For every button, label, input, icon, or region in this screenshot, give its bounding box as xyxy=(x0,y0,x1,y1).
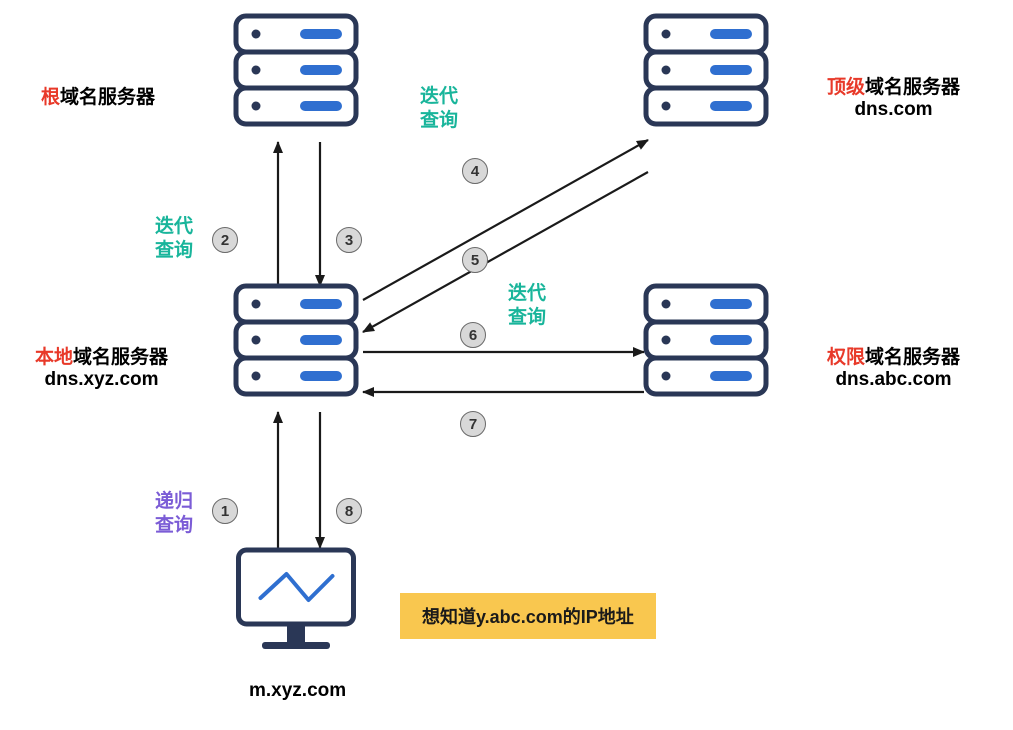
query-label-iter2: 迭代查询 xyxy=(420,85,458,133)
node-label-client: m.xyz.com xyxy=(249,680,346,702)
query-banner: 想知道y.abc.com的IP地址 xyxy=(400,593,656,639)
server-icon xyxy=(646,16,766,124)
monitor-icon xyxy=(239,550,354,649)
node-label-tld: 顶级域名服务器dns.com xyxy=(827,72,960,121)
node-label-local: 本地域名服务器dns.xyz.com xyxy=(35,342,168,391)
query-label-recursive: 递归查询 xyxy=(155,490,193,538)
query-label-iter1: 迭代查询 xyxy=(155,215,193,263)
node-label-auth: 权限域名服务器dns.abc.com xyxy=(827,342,960,391)
edge-4 xyxy=(363,140,648,300)
query-label-iter3: 迭代查询 xyxy=(508,282,546,330)
step-badge-4: 4 xyxy=(462,158,488,184)
step-badge-1: 1 xyxy=(212,498,238,524)
server-icon xyxy=(646,286,766,394)
step-badge-5: 5 xyxy=(462,247,488,273)
step-badge-2: 2 xyxy=(212,227,238,253)
step-badge-6: 6 xyxy=(460,322,486,348)
server-icon xyxy=(236,286,356,394)
server-icon xyxy=(236,16,356,124)
node-label-root: 根域名服务器 xyxy=(41,82,155,109)
step-badge-3: 3 xyxy=(336,227,362,253)
edge-5 xyxy=(363,172,648,332)
step-badge-8: 8 xyxy=(336,498,362,524)
step-badge-7: 7 xyxy=(460,411,486,437)
banner-text: 想知道y.abc.com的IP地址 xyxy=(422,607,634,627)
dns-diagram: 根域名服务器 顶级域名服务器dns.com 本地域名服务器dns.xyz.com 权限… xyxy=(0,0,1013,730)
